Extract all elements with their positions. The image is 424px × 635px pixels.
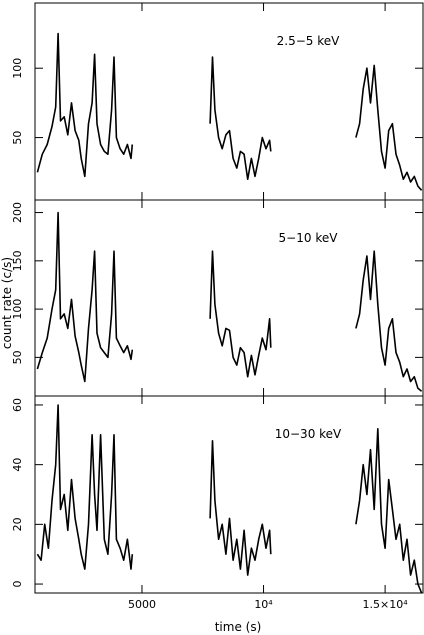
x-tick-label: 5000 xyxy=(128,598,156,611)
light-curve-series xyxy=(355,64,423,191)
light-curve-series xyxy=(355,428,423,594)
y-tick-label: 100 xyxy=(11,299,24,320)
y-tick-label: 50 xyxy=(11,350,24,364)
x-axis-label: time (s) xyxy=(215,620,262,634)
panel-frame xyxy=(34,395,424,594)
panel-frame xyxy=(34,199,424,397)
light-curve-series xyxy=(36,404,134,570)
y-tick-label: 50 xyxy=(11,131,24,145)
light-curve-series xyxy=(36,32,134,178)
light-curve-series xyxy=(209,440,272,576)
y-tick-label: 40 xyxy=(11,458,24,472)
y-tick-label: 100 xyxy=(11,58,24,79)
panel-frame xyxy=(34,2,424,201)
x-tick-label: 10⁴ xyxy=(254,598,273,611)
y-tick-label: 0 xyxy=(11,581,24,588)
y-tick-label: 60 xyxy=(11,398,24,412)
light-curve-series xyxy=(209,56,272,180)
y-tick-label: 200 xyxy=(11,202,24,223)
panel-energy-label: 10−30 keV xyxy=(275,427,342,441)
y-tick-label: 20 xyxy=(11,517,24,531)
panel-energy-label: 5−10 keV xyxy=(279,231,339,245)
x-tick-label: 1.5×10⁴ xyxy=(363,598,409,611)
y-tick-label: 150 xyxy=(11,250,24,271)
panel-energy-label: 2.5−5 keV xyxy=(277,34,340,48)
light-curve-series xyxy=(36,211,134,383)
light-curve-series xyxy=(209,250,272,378)
light-curve-series xyxy=(355,250,423,392)
panels-group: 50 100 2.5−5 keV 50 100 150 200 5−10 keV 0 20 40 60… xyxy=(11,2,424,611)
y-axis-label: count rate (c/s) xyxy=(0,257,14,349)
